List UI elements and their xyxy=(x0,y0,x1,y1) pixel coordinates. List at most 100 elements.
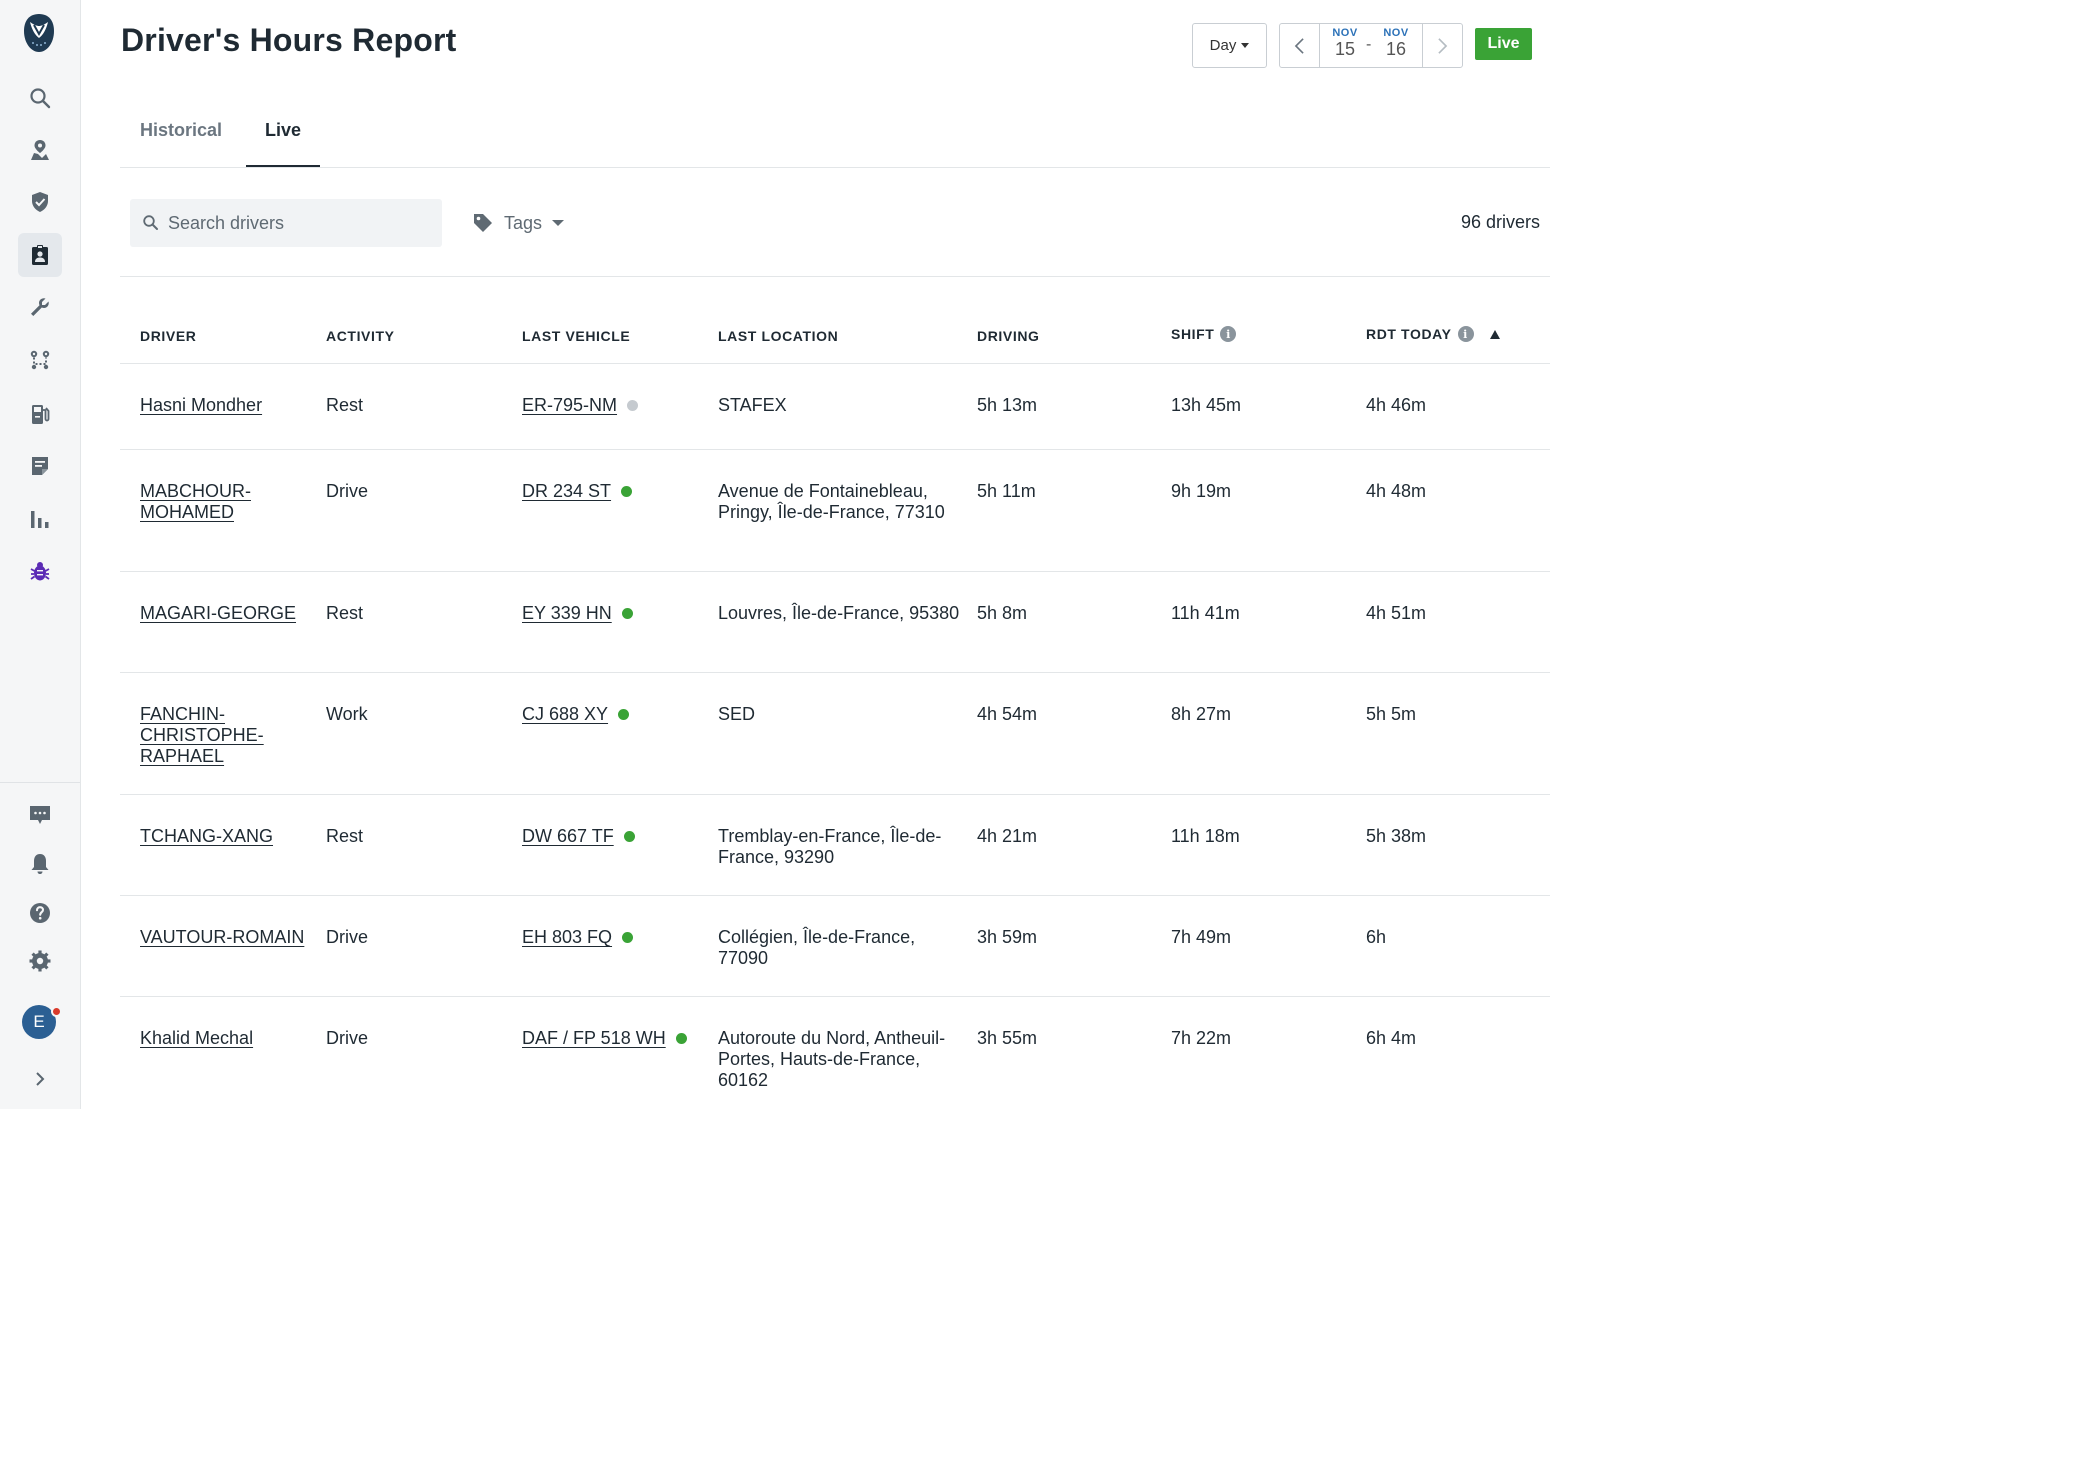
activity-cell: Drive xyxy=(326,481,369,501)
chevron-right-icon xyxy=(1438,37,1448,54)
rdt-cell: 4h 46m xyxy=(1366,395,1427,415)
clipboard-driver-icon[interactable] xyxy=(18,233,62,277)
column-header-last-vehicle[interactable]: LAST VEHICLE xyxy=(522,328,630,344)
tags-filter[interactable]: Tags xyxy=(472,210,565,236)
table-row: Hasni Mondher Rest ER-795-NM STAFEX 5h 1… xyxy=(120,364,1550,450)
driver-link[interactable]: MAGARI-GEORGE xyxy=(140,603,297,623)
sidebar: E xyxy=(0,0,81,1109)
route-icon[interactable] xyxy=(18,338,62,382)
vehicle-cell: EY 339 HN xyxy=(522,603,712,624)
table-row: VAUTOUR-ROMAIN Drive EH 803 FQ Collégien… xyxy=(120,896,1550,997)
bug-icon[interactable] xyxy=(18,550,62,594)
caret-down-icon xyxy=(1241,43,1250,48)
tab-historical[interactable]: Historical xyxy=(140,120,223,140)
column-header-label: SHIFT xyxy=(1171,326,1215,342)
bar-chart-icon[interactable] xyxy=(18,497,62,541)
caret-down-icon xyxy=(552,220,565,226)
activity-cell: Drive xyxy=(326,927,369,947)
column-header-activity[interactable]: ACTIVITY xyxy=(326,328,395,344)
search-icon[interactable] xyxy=(18,76,62,120)
vehicle-cell: DAF / FP 518 WH xyxy=(522,1028,722,1049)
driver-link[interactable]: TCHANG-XANG xyxy=(140,826,274,846)
sort-ascending-icon[interactable] xyxy=(1489,329,1500,339)
driving-cell: 4h 54m xyxy=(977,704,1038,724)
column-header-label: DRIVING xyxy=(977,328,1040,344)
user-avatar[interactable]: E xyxy=(22,1005,56,1039)
expand-sidebar-chevron-icon[interactable] xyxy=(30,1068,50,1090)
bell-icon[interactable] xyxy=(18,842,62,886)
map-pin-icon[interactable] xyxy=(18,128,62,172)
driver-link[interactable]: Khalid Mechal xyxy=(140,1028,254,1048)
driver-link[interactable]: VAUTOUR-ROMAIN xyxy=(140,927,305,947)
shift-cell: 11h 18m xyxy=(1171,826,1240,846)
fuel-icon[interactable] xyxy=(18,392,62,436)
next-date-button[interactable] xyxy=(1422,24,1462,67)
column-header-last-location[interactable]: LAST LOCATION xyxy=(718,328,838,344)
vehicle-status-dot xyxy=(621,608,633,619)
driving-cell: 3h 59m xyxy=(977,927,1038,947)
date-range-picker[interactable]: NOV 15 - NOV 16 xyxy=(1279,23,1463,68)
info-icon[interactable]: i xyxy=(1457,326,1474,342)
column-header-driving[interactable]: DRIVING xyxy=(977,328,1040,344)
driving-cell: 5h 8m xyxy=(977,603,1028,623)
date-from-month: NOV xyxy=(1332,27,1358,39)
search-box xyxy=(130,199,442,247)
column-header-label: DRIVER xyxy=(140,328,197,344)
vehicle-cell: DR 234 ST xyxy=(522,481,712,502)
column-header-label: ACTIVITY xyxy=(326,328,395,344)
column-header-shift[interactable]: SHIFT i xyxy=(1171,326,1237,342)
period-select-label: Day xyxy=(1209,37,1237,54)
vehicle-link[interactable]: EH 803 FQ xyxy=(522,927,613,947)
rdt-cell: 5h 38m xyxy=(1366,826,1427,846)
vehicle-status-dot xyxy=(675,1033,687,1044)
chat-icon[interactable] xyxy=(18,793,62,837)
vehicle-cell: DW 667 TF xyxy=(522,826,712,847)
activity-cell: Rest xyxy=(326,603,364,623)
owl-logo-icon[interactable] xyxy=(22,12,56,54)
rdt-cell: 4h 48m xyxy=(1366,481,1427,501)
vehicle-link[interactable]: ER-795-NM xyxy=(522,395,618,415)
date-from[interactable]: NOV 15 xyxy=(1327,27,1363,59)
vehicle-link[interactable]: DAF / FP 518 WH xyxy=(522,1028,666,1048)
vehicle-cell: ER-795-NM xyxy=(522,395,712,416)
info-icon[interactable]: i xyxy=(1220,326,1237,342)
gear-icon[interactable] xyxy=(18,939,62,983)
table-header-divider xyxy=(120,363,1550,364)
driver-link[interactable]: FANCHIN-CHRISTOPHE-RAPHAEL xyxy=(140,704,264,766)
vehicle-link[interactable]: CJ 688 XY xyxy=(522,704,609,724)
vehicle-status-dot xyxy=(621,486,633,497)
vehicle-link[interactable]: EY 339 HN xyxy=(522,603,612,623)
driver-link[interactable]: Hasni Mondher xyxy=(140,395,263,415)
search-input[interactable] xyxy=(168,199,438,247)
driving-cell: 3h 55m xyxy=(977,1028,1038,1048)
column-header-driver[interactable]: DRIVER xyxy=(140,328,197,344)
shield-icon[interactable] xyxy=(18,180,62,224)
tab-live[interactable]: Live xyxy=(265,120,302,140)
column-header-rdt-today[interactable]: RDT TODAY i xyxy=(1366,326,1500,342)
driver-link[interactable]: MABCHOUR-MOHAMED xyxy=(140,481,251,522)
driving-cell: 5h 11m xyxy=(977,481,1036,501)
live-button[interactable]: Live xyxy=(1475,28,1532,60)
date-separator: - xyxy=(1366,36,1372,53)
tags-filter-label: Tags xyxy=(504,212,543,233)
help-icon[interactable] xyxy=(18,891,62,935)
vehicle-link[interactable]: DW 667 TF xyxy=(522,826,614,846)
period-select[interactable]: Day xyxy=(1192,23,1267,68)
column-header-label: LAST VEHICLE xyxy=(522,328,631,344)
activity-cell: Rest xyxy=(326,395,364,415)
driver-count: 96 drivers xyxy=(1460,212,1540,232)
wrench-icon[interactable] xyxy=(18,285,62,329)
document-icon[interactable] xyxy=(18,444,62,488)
date-to[interactable]: NOV 16 xyxy=(1378,27,1414,59)
table-row: Khalid Mechal Drive DAF / FP 518 WH Auto… xyxy=(120,997,1550,1109)
column-header-label: RDT TODAY xyxy=(1366,326,1452,342)
previous-date-button[interactable] xyxy=(1280,24,1320,67)
vehicle-status-dot xyxy=(618,709,630,720)
location-cell: Autoroute du Nord, Antheuil-Portes, Haut… xyxy=(718,1028,946,1090)
vehicle-status-dot xyxy=(627,400,639,411)
table-row: TCHANG-XANG Rest DW 667 TF Tremblay-en-F… xyxy=(120,795,1550,896)
vehicle-cell: EH 803 FQ xyxy=(522,927,712,948)
search-icon xyxy=(143,215,158,230)
vehicle-link[interactable]: DR 234 ST xyxy=(522,481,612,501)
driving-cell: 4h 21m xyxy=(977,826,1038,846)
